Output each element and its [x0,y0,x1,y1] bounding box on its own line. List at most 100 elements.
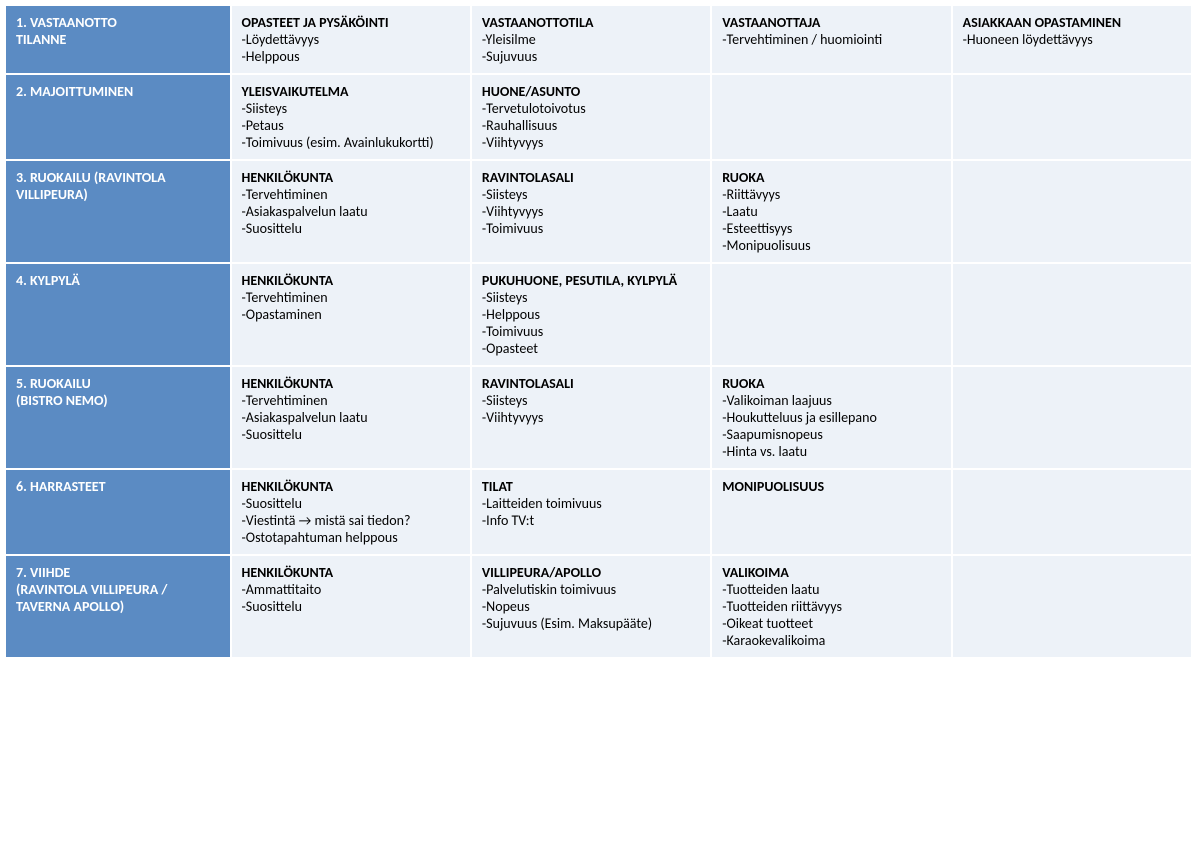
table-row: 4. KYLPYLÄHENKILÖKUNTA-Tervehtiminen-Opa… [5,263,1192,366]
cell-item: -Sujuvuus [482,48,700,65]
cell-item: -Oikeat tuotteet [722,615,940,632]
cell-item: -Toimivuus [482,323,700,340]
row-header: 7. VIIHDE(RAVINTOLA VILLIPEURA / TAVERNA… [5,555,231,658]
cell-item: -Palvelutiskin toimivuus [482,581,700,598]
cell-heading: VILLIPEURA/APOLLO [482,564,700,581]
table-cell: RAVINTOLASALI-Siisteys-Viihtyvyys [471,366,711,469]
cell-item: -Houkutteluus ja esillepano [722,409,940,426]
table-row: 2. MAJOITTUMINENYLEISVAIKUTELMA-Siisteys… [5,74,1192,160]
table-cell: MONIPUOLISUUS [711,469,951,555]
table-cell [952,160,1192,263]
table-row: 6. HARRASTEET HENKILÖKUNTA-Suosittelu-Vie… [5,469,1192,555]
cell-item: -Tuotteiden laatu [722,581,940,598]
cell-item: -Hinta vs. laatu [722,443,940,460]
table-cell [952,366,1192,469]
cell-item: -Laatu [722,203,940,220]
cell-heading: RUOKA [722,375,940,392]
cell-item: -Ostotapahtuman helppous [242,529,460,546]
row-header: 3. RUOKAILU (RAVINTOLA VILLIPEURA) [5,160,231,263]
table-cell: HENKILÖKUNTA-Tervehtiminen-Asiakaspalvel… [231,160,471,263]
table-cell: RUOKA-Valikoiman laajuus-Houkutteluus ja… [711,366,951,469]
cell-heading: RUOKA [722,169,940,186]
cell-item: -Karaokevalikoima [722,632,940,649]
table-row: 3. RUOKAILU (RAVINTOLA VILLIPEURA) HENKIL… [5,160,1192,263]
row-header-main: 5. RUOKAILU [16,375,220,392]
cell-heading: ASIAKKAAN OPASTAMINEN [963,14,1181,31]
cell-heading: VALIKOIMA [722,564,940,581]
cell-heading: YLEISVAIKUTELMA [242,83,460,100]
cell-item: -Toimivuus [482,220,700,237]
cell-heading: PUKUHUONE, PESUTILA, KYLPYLÄ [482,272,700,289]
cell-item: -Viestintä → mistä sai tiedon? [242,512,460,529]
cell-item: -Sujuvuus (Esim. Maksupääte) [482,615,700,632]
row-header-sub: (BISTRO NEMO) [16,392,220,409]
cell-item: -Opastaminen [242,306,460,323]
table-cell: YLEISVAIKUTELMA-Siisteys-Petaus-Toimivuu… [231,74,471,160]
row-header: 2. MAJOITTUMINEN [5,74,231,160]
table-row: 7. VIIHDE(RAVINTOLA VILLIPEURA / TAVERNA… [5,555,1192,658]
table-cell: HENKILÖKUNTA-Tervehtiminen-Asiakaspalvel… [231,366,471,469]
table-cell: PUKUHUONE, PESUTILA, KYLPYLÄ-Siisteys-He… [471,263,711,366]
row-header-main: 6. HARRASTEET [16,478,220,495]
cell-item: -Huoneen löydettävyys [963,31,1181,48]
cell-item: -Viihtyvyys [482,203,700,220]
row-header-main: 3. RUOKAILU (RAVINTOLA VILLIPEURA) [16,169,220,203]
cell-item: -Siisteys [482,289,700,306]
cell-heading: HENKILÖKUNTA [242,272,460,289]
table-body: 1. VASTAANOTTOTILANNEOPASTEET JA PYSÄKÖI… [5,5,1192,658]
cell-heading: HUONE/ASUNTO [482,83,700,100]
cell-item: -Suosittelu [242,598,460,615]
cell-item: -Löydettävyys [242,31,460,48]
table-cell [952,263,1192,366]
cell-heading: RAVINTOLASALI [482,169,700,186]
cell-heading: HENKILÖKUNTA [242,375,460,392]
cell-item: -Rauhallisuus [482,117,700,134]
table-cell [711,263,951,366]
row-header-main: 7. VIIHDE [16,564,220,581]
table-cell [711,74,951,160]
cell-item: -Info TV:t [482,512,700,529]
cell-item: -Suosittelu [242,220,460,237]
cell-item: -Asiakaspalvelun laatu [242,409,460,426]
cell-heading: RAVINTOLASALI [482,375,700,392]
cell-item: -Tervehtiminen [242,392,460,409]
cell-item: -Viihtyvyys [482,134,700,151]
table-cell: HENKILÖKUNTA-Ammattitaito-Suosittelu [231,555,471,658]
table-row: 1. VASTAANOTTOTILANNEOPASTEET JA PYSÄKÖI… [5,5,1192,74]
table-cell [952,74,1192,160]
cell-heading: OPASTEET JA PYSÄKÖINTI [242,14,460,31]
table-cell: VALIKOIMA-Tuotteiden laatu-Tuotteiden ri… [711,555,951,658]
table-cell: RAVINTOLASALI-Siisteys-Viihtyvyys-Toimiv… [471,160,711,263]
row-header-main: 1. VASTAANOTTO [16,14,220,31]
table-cell: VILLIPEURA/APOLLO-Palvelutiskin toimivuu… [471,555,711,658]
cell-item: -Toimivuus (esim. Avainlukukortti) [242,134,460,151]
cell-item: -Tervetulotoivotus [482,100,700,117]
table-cell [952,555,1192,658]
cell-item: -Yleisilme [482,31,700,48]
cell-item: -Petaus [242,117,460,134]
row-header-sub: (RAVINTOLA VILLIPEURA / TAVERNA APOLLO) [16,581,220,615]
cell-item: -Esteettisyys [722,220,940,237]
cell-item: -Nopeus [482,598,700,615]
cell-item: -Laitteiden toimivuus [482,495,700,512]
cell-item: -Siisteys [482,186,700,203]
cell-item: -Ammattitaito [242,581,460,598]
table-cell: VASTAANOTTAJA-Tervehtiminen / huomiointi [711,5,951,74]
row-header: 5. RUOKAILU(BISTRO NEMO) [5,366,231,469]
table-row: 5. RUOKAILU(BISTRO NEMO)HENKILÖKUNTA-Ter… [5,366,1192,469]
cell-item: -Tuotteiden riittävyys [722,598,940,615]
cell-item: -Siisteys [242,100,460,117]
cell-heading: TILAT [482,478,700,495]
table-cell: HUONE/ASUNTO-Tervetulotoivotus-Rauhallis… [471,74,711,160]
cell-item: -Asiakaspalvelun laatu [242,203,460,220]
cell-item: -Tervehtiminen / huomiointi [722,31,940,48]
cell-item: -Helppous [482,306,700,323]
cell-heading: HENKILÖKUNTA [242,169,460,186]
cell-item: -Valikoiman laajuus [722,392,940,409]
cell-heading: MONIPUOLISUUS [722,478,940,495]
row-header-main: 4. KYLPYLÄ [16,272,220,289]
table-cell: TILAT-Laitteiden toimivuus-Info TV:t [471,469,711,555]
table-cell: HENKILÖKUNTA-Suosittelu-Viestintä → mist… [231,469,471,555]
table-cell [952,469,1192,555]
cell-item: -Monipuolisuus [722,237,940,254]
